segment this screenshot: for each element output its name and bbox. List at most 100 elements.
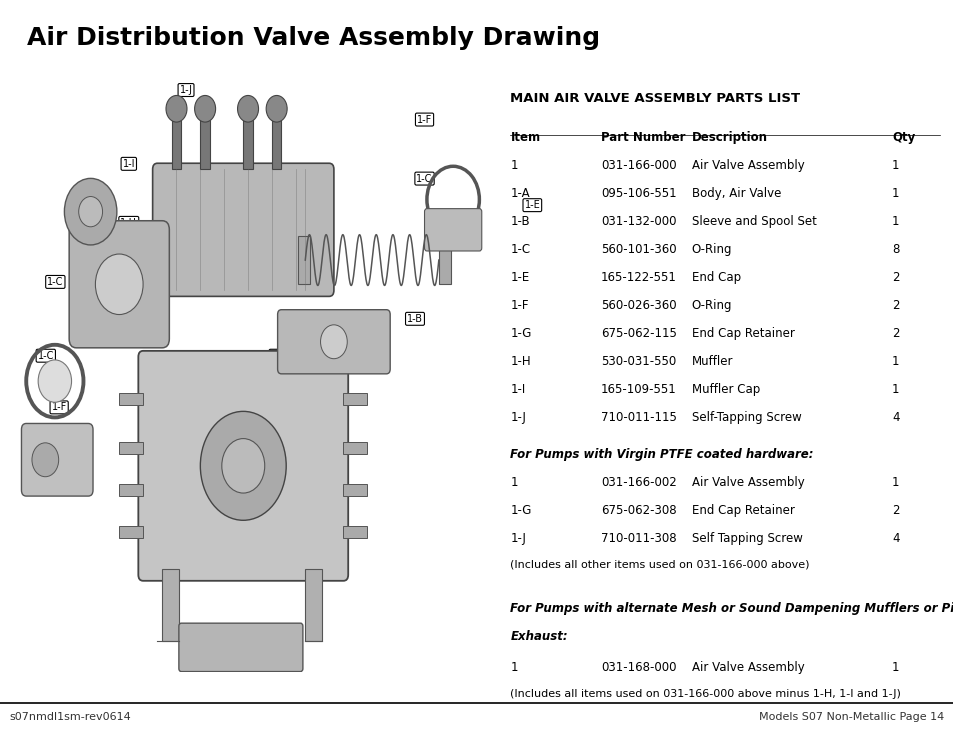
Bar — [297, 236, 310, 284]
Text: 165-109-551: 165-109-551 — [600, 383, 676, 396]
Text: 710-011-115: 710-011-115 — [600, 411, 677, 424]
Text: 1-G: 1-G — [203, 528, 220, 538]
Text: 1: 1 — [891, 159, 899, 172]
Text: Muffler Cap: Muffler Cap — [691, 383, 760, 396]
Text: For Pumps with alternate Mesh or Sound Dampening Mufflers or Piped: For Pumps with alternate Mesh or Sound D… — [510, 601, 953, 615]
Text: 031-166-000: 031-166-000 — [600, 159, 676, 172]
Text: 1-A: 1-A — [271, 351, 286, 361]
FancyBboxPatch shape — [179, 623, 303, 672]
Bar — [200, 108, 210, 169]
Text: 1: 1 — [510, 159, 517, 172]
Text: 1-B: 1-B — [407, 314, 422, 324]
Text: Description: Description — [691, 131, 767, 144]
Text: 1-E: 1-E — [524, 200, 539, 210]
Text: 1: 1 — [510, 661, 517, 674]
Text: 1: 1 — [891, 355, 899, 368]
Text: MAIN AIR VALVE ASSEMBLY PARTS LIST: MAIN AIR VALVE ASSEMBLY PARTS LIST — [510, 92, 800, 106]
Text: 1-C: 1-C — [416, 173, 433, 184]
FancyBboxPatch shape — [138, 351, 348, 581]
Text: Models S07 Non-Metallic Page 14: Models S07 Non-Metallic Page 14 — [759, 712, 943, 723]
Text: 1-J: 1-J — [179, 85, 193, 95]
Text: End Cap Retainer: End Cap Retainer — [691, 327, 794, 340]
Bar — [119, 441, 143, 454]
Text: (Includes all items used on 031-166-000 above minus 1-H, 1-I and 1-J): (Includes all items used on 031-166-000 … — [510, 689, 901, 699]
Text: Self-Tapping Screw: Self-Tapping Screw — [691, 411, 801, 424]
Text: 1-A: 1-A — [510, 187, 530, 200]
FancyBboxPatch shape — [152, 163, 334, 297]
Text: Air Distribution Valve Assembly Drawing: Air Distribution Valve Assembly Drawing — [27, 26, 599, 50]
Text: Air Valve Assembly: Air Valve Assembly — [691, 661, 803, 674]
Text: Air Valve Assembly: Air Valve Assembly — [691, 159, 803, 172]
Text: 1-H: 1-H — [120, 218, 137, 228]
Text: 4: 4 — [891, 411, 899, 424]
Text: O-Ring: O-Ring — [691, 243, 731, 256]
Text: 165-122-551: 165-122-551 — [600, 271, 677, 284]
Text: Part Number: Part Number — [600, 131, 685, 144]
Circle shape — [95, 254, 143, 314]
Text: 530-031-550: 530-031-550 — [600, 355, 676, 368]
Bar — [172, 108, 181, 169]
Text: 1-E: 1-E — [181, 444, 196, 454]
Text: End Cap: End Cap — [691, 271, 740, 284]
Text: 1: 1 — [510, 475, 517, 489]
Text: 1-I: 1-I — [122, 159, 135, 169]
FancyBboxPatch shape — [424, 209, 481, 251]
Text: 1-G: 1-G — [510, 327, 531, 340]
Circle shape — [266, 95, 287, 122]
Text: 1-I: 1-I — [510, 383, 525, 396]
Text: 560-101-360: 560-101-360 — [600, 243, 676, 256]
Text: Body, Air Valve: Body, Air Valve — [691, 187, 781, 200]
Bar — [119, 393, 143, 405]
Text: 031-168-000: 031-168-000 — [600, 661, 676, 674]
Bar — [119, 526, 143, 539]
Circle shape — [31, 443, 59, 477]
Circle shape — [320, 325, 347, 359]
Circle shape — [38, 360, 71, 402]
Text: 095-106-551: 095-106-551 — [600, 187, 676, 200]
Circle shape — [194, 95, 215, 122]
Bar — [243, 108, 253, 169]
Text: (Includes all other items used on 031-166-000 above): (Includes all other items used on 031-16… — [510, 559, 809, 570]
Text: 1: 1 — [891, 187, 899, 200]
Text: 2: 2 — [891, 271, 899, 284]
Text: 1-H: 1-H — [510, 355, 531, 368]
Text: 2: 2 — [891, 327, 899, 340]
Text: 1: 1 — [891, 383, 899, 396]
Text: 8: 8 — [891, 243, 899, 256]
Text: Qty: Qty — [891, 131, 914, 144]
Circle shape — [222, 438, 265, 493]
Text: 560-026-360: 560-026-360 — [600, 299, 676, 312]
Text: For Pumps with Virgin PTFE coated hardware:: For Pumps with Virgin PTFE coated hardwa… — [510, 447, 813, 461]
Text: Self Tapping Screw: Self Tapping Screw — [691, 531, 801, 545]
Text: Air Valve Assembly: Air Valve Assembly — [691, 475, 803, 489]
Text: Exhaust:: Exhaust: — [510, 630, 567, 643]
Text: End Cap Retainer: End Cap Retainer — [691, 503, 794, 517]
Text: 1: 1 — [891, 661, 899, 674]
Text: 675-062-115: 675-062-115 — [600, 327, 677, 340]
Text: 1-J: 1-J — [510, 411, 526, 424]
Text: Item: Item — [510, 131, 540, 144]
Text: 031-166-002: 031-166-002 — [600, 475, 676, 489]
Bar — [343, 484, 367, 496]
Bar — [305, 569, 322, 641]
Text: Muffler: Muffler — [691, 355, 733, 368]
Text: 1-F: 1-F — [416, 114, 432, 125]
FancyBboxPatch shape — [21, 424, 93, 496]
Bar — [343, 526, 367, 539]
Text: 1-C: 1-C — [510, 243, 530, 256]
Circle shape — [65, 179, 117, 245]
Text: Sleeve and Spool Set: Sleeve and Spool Set — [691, 215, 816, 228]
Bar — [343, 441, 367, 454]
Text: 1: 1 — [891, 215, 899, 228]
Circle shape — [79, 196, 103, 227]
FancyBboxPatch shape — [70, 221, 170, 348]
Circle shape — [166, 95, 187, 122]
Text: 2: 2 — [891, 299, 899, 312]
Bar — [272, 108, 281, 169]
Text: s07nmdl1sm-rev0614: s07nmdl1sm-rev0614 — [10, 712, 132, 723]
Bar — [438, 236, 451, 284]
Text: 1-F: 1-F — [510, 299, 528, 312]
Text: 675-062-308: 675-062-308 — [600, 503, 676, 517]
Text: 1-C: 1-C — [47, 277, 64, 287]
Text: 1-C: 1-C — [37, 351, 54, 361]
